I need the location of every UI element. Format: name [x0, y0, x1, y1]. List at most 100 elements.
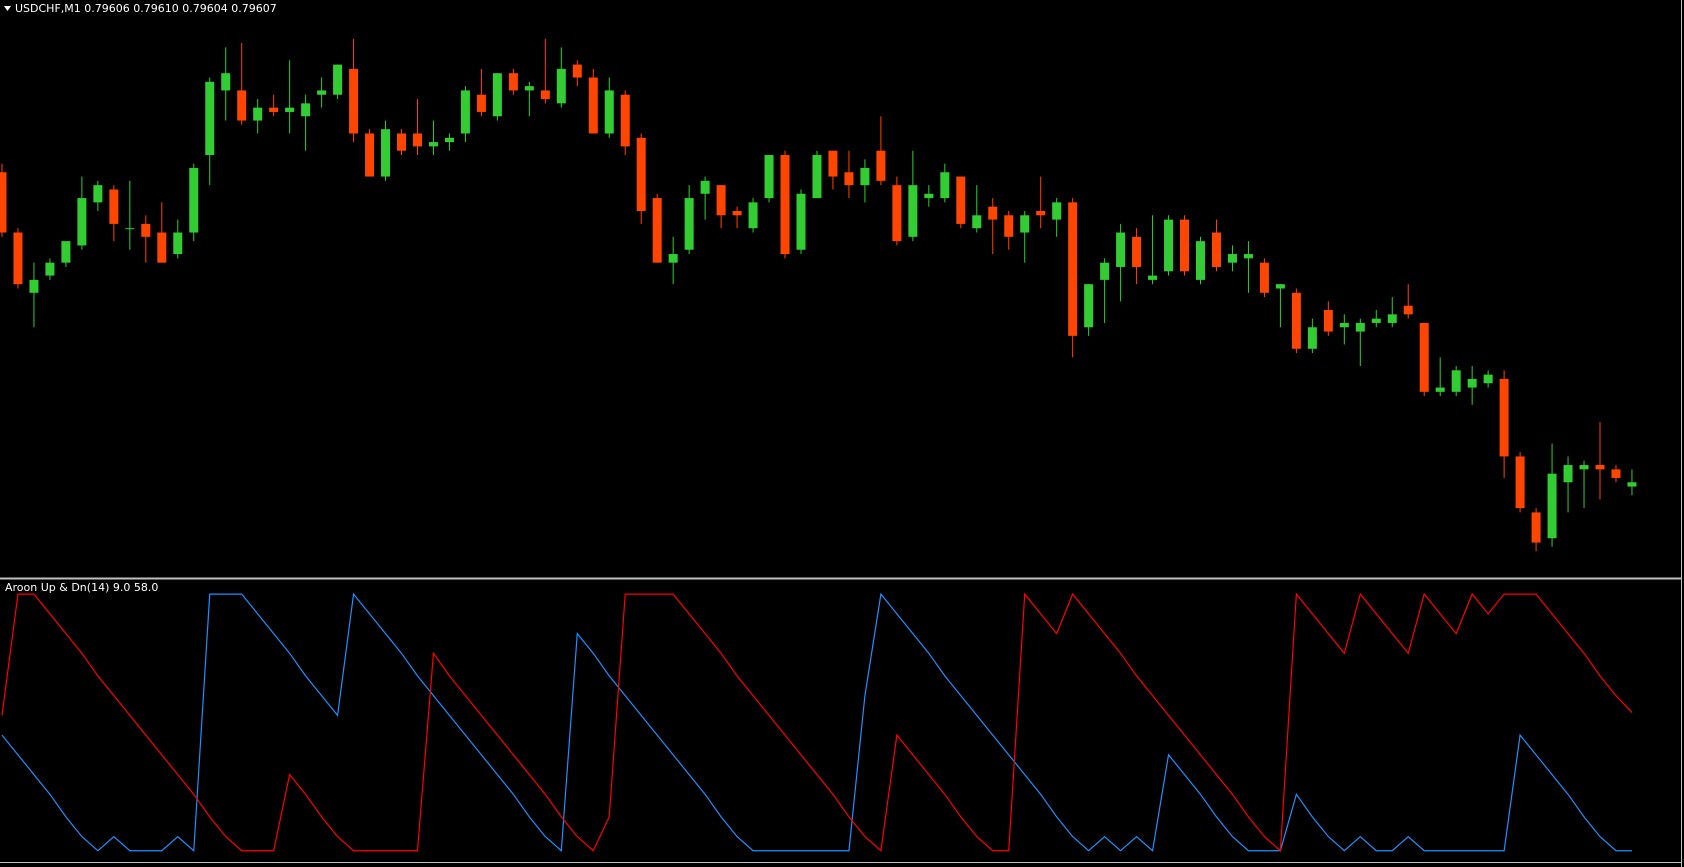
candle-body — [572, 64, 582, 78]
candle-body — [1148, 275, 1158, 280]
candle-body — [732, 210, 742, 216]
candle-body — [285, 107, 295, 112]
candle-body — [556, 68, 566, 104]
candle-body — [844, 172, 854, 186]
candle-body — [1004, 215, 1014, 237]
candle-body — [1100, 262, 1110, 280]
indicator-title: Aroon Up & Dn(14) 9.0 58.0 — [5, 581, 158, 594]
candle-body — [1451, 370, 1461, 392]
candle-body — [428, 142, 438, 147]
candle-body — [700, 180, 710, 194]
candle-body — [1052, 202, 1062, 220]
candle-body — [1020, 215, 1030, 233]
candle-body — [1627, 482, 1637, 487]
candle-body — [748, 202, 758, 229]
candle-body — [1371, 318, 1381, 323]
candle-body — [540, 90, 550, 100]
candle-body — [237, 90, 247, 121]
candle-body — [524, 86, 534, 91]
candle-body — [1211, 232, 1221, 267]
candle-body — [908, 185, 918, 237]
candle-body — [1307, 327, 1317, 349]
candle-body — [940, 172, 950, 199]
candle-body — [221, 73, 231, 91]
candle-body — [588, 77, 598, 134]
candle-body — [77, 198, 87, 246]
candle-body — [860, 167, 870, 186]
symbol-menu-arrow[interactable] — [4, 6, 11, 11]
candle-body — [972, 215, 982, 229]
candle-body — [412, 133, 422, 147]
candle-body — [1387, 314, 1397, 323]
candle-body — [1435, 387, 1445, 392]
candle-body — [1579, 465, 1589, 470]
candle-body — [1339, 322, 1349, 328]
candle-body — [93, 185, 103, 203]
candle-body — [189, 167, 199, 233]
candle-body — [13, 232, 23, 285]
candle-body — [812, 155, 822, 199]
candle-body — [1259, 262, 1269, 293]
candle-body — [956, 176, 966, 224]
candle-body — [1531, 512, 1541, 543]
candle-body — [1243, 254, 1253, 259]
candle-body — [1323, 310, 1333, 332]
candle-body — [269, 107, 279, 112]
candle-body — [109, 189, 119, 224]
candle-body — [381, 129, 391, 177]
candle-body — [29, 279, 39, 293]
candle-body — [1483, 374, 1493, 384]
candle-body — [1467, 378, 1477, 388]
candle-body — [460, 90, 470, 134]
candle-body — [61, 241, 71, 263]
candle-body — [988, 206, 998, 220]
candle-body — [828, 150, 838, 177]
candle-body — [349, 68, 359, 134]
candle-body — [604, 90, 614, 134]
candle-body — [173, 232, 183, 255]
candle-body — [1595, 465, 1605, 470]
candle-body — [317, 90, 327, 95]
candle-body — [1132, 236, 1142, 267]
candle-body — [924, 193, 934, 199]
candle-body — [444, 137, 454, 143]
candle-body — [1611, 469, 1621, 478]
candle-body — [476, 94, 486, 112]
candle-body — [301, 103, 311, 117]
candle-body — [620, 94, 630, 147]
candle-body — [780, 155, 790, 255]
candle-body — [876, 150, 886, 181]
candle-body — [508, 73, 518, 91]
candle-body — [716, 185, 726, 216]
candle-body — [1275, 284, 1285, 289]
candle-body — [1036, 210, 1046, 216]
candle-body — [1084, 284, 1094, 328]
candle-body — [1499, 378, 1509, 457]
candle-body — [205, 81, 215, 156]
candle-body — [1164, 219, 1174, 272]
candle-body — [652, 198, 662, 263]
candle-body — [253, 107, 263, 121]
aroon-line — [1, 592, 1633, 852]
candle-body — [1196, 241, 1205, 280]
candle-body — [684, 198, 694, 250]
candle-body — [636, 137, 646, 211]
candle-body — [492, 73, 502, 117]
chart-title: USDCHF,M1 0.79606 0.79610 0.79604 0.7960… — [15, 2, 277, 15]
candle-body — [1355, 322, 1365, 332]
candle-body — [892, 185, 902, 242]
candle-body — [1227, 254, 1237, 263]
candle-body — [796, 193, 806, 250]
candle-body — [1419, 322, 1429, 392]
candle-body — [1291, 292, 1301, 349]
candle-body — [397, 133, 406, 151]
candle-body — [1403, 305, 1413, 315]
candle-body — [764, 155, 774, 199]
candle-body — [1515, 456, 1525, 509]
candle-body — [125, 228, 135, 230]
aroon-line — [1, 592, 1632, 852]
candle-body — [1180, 219, 1190, 272]
candle-body — [1547, 473, 1557, 539]
